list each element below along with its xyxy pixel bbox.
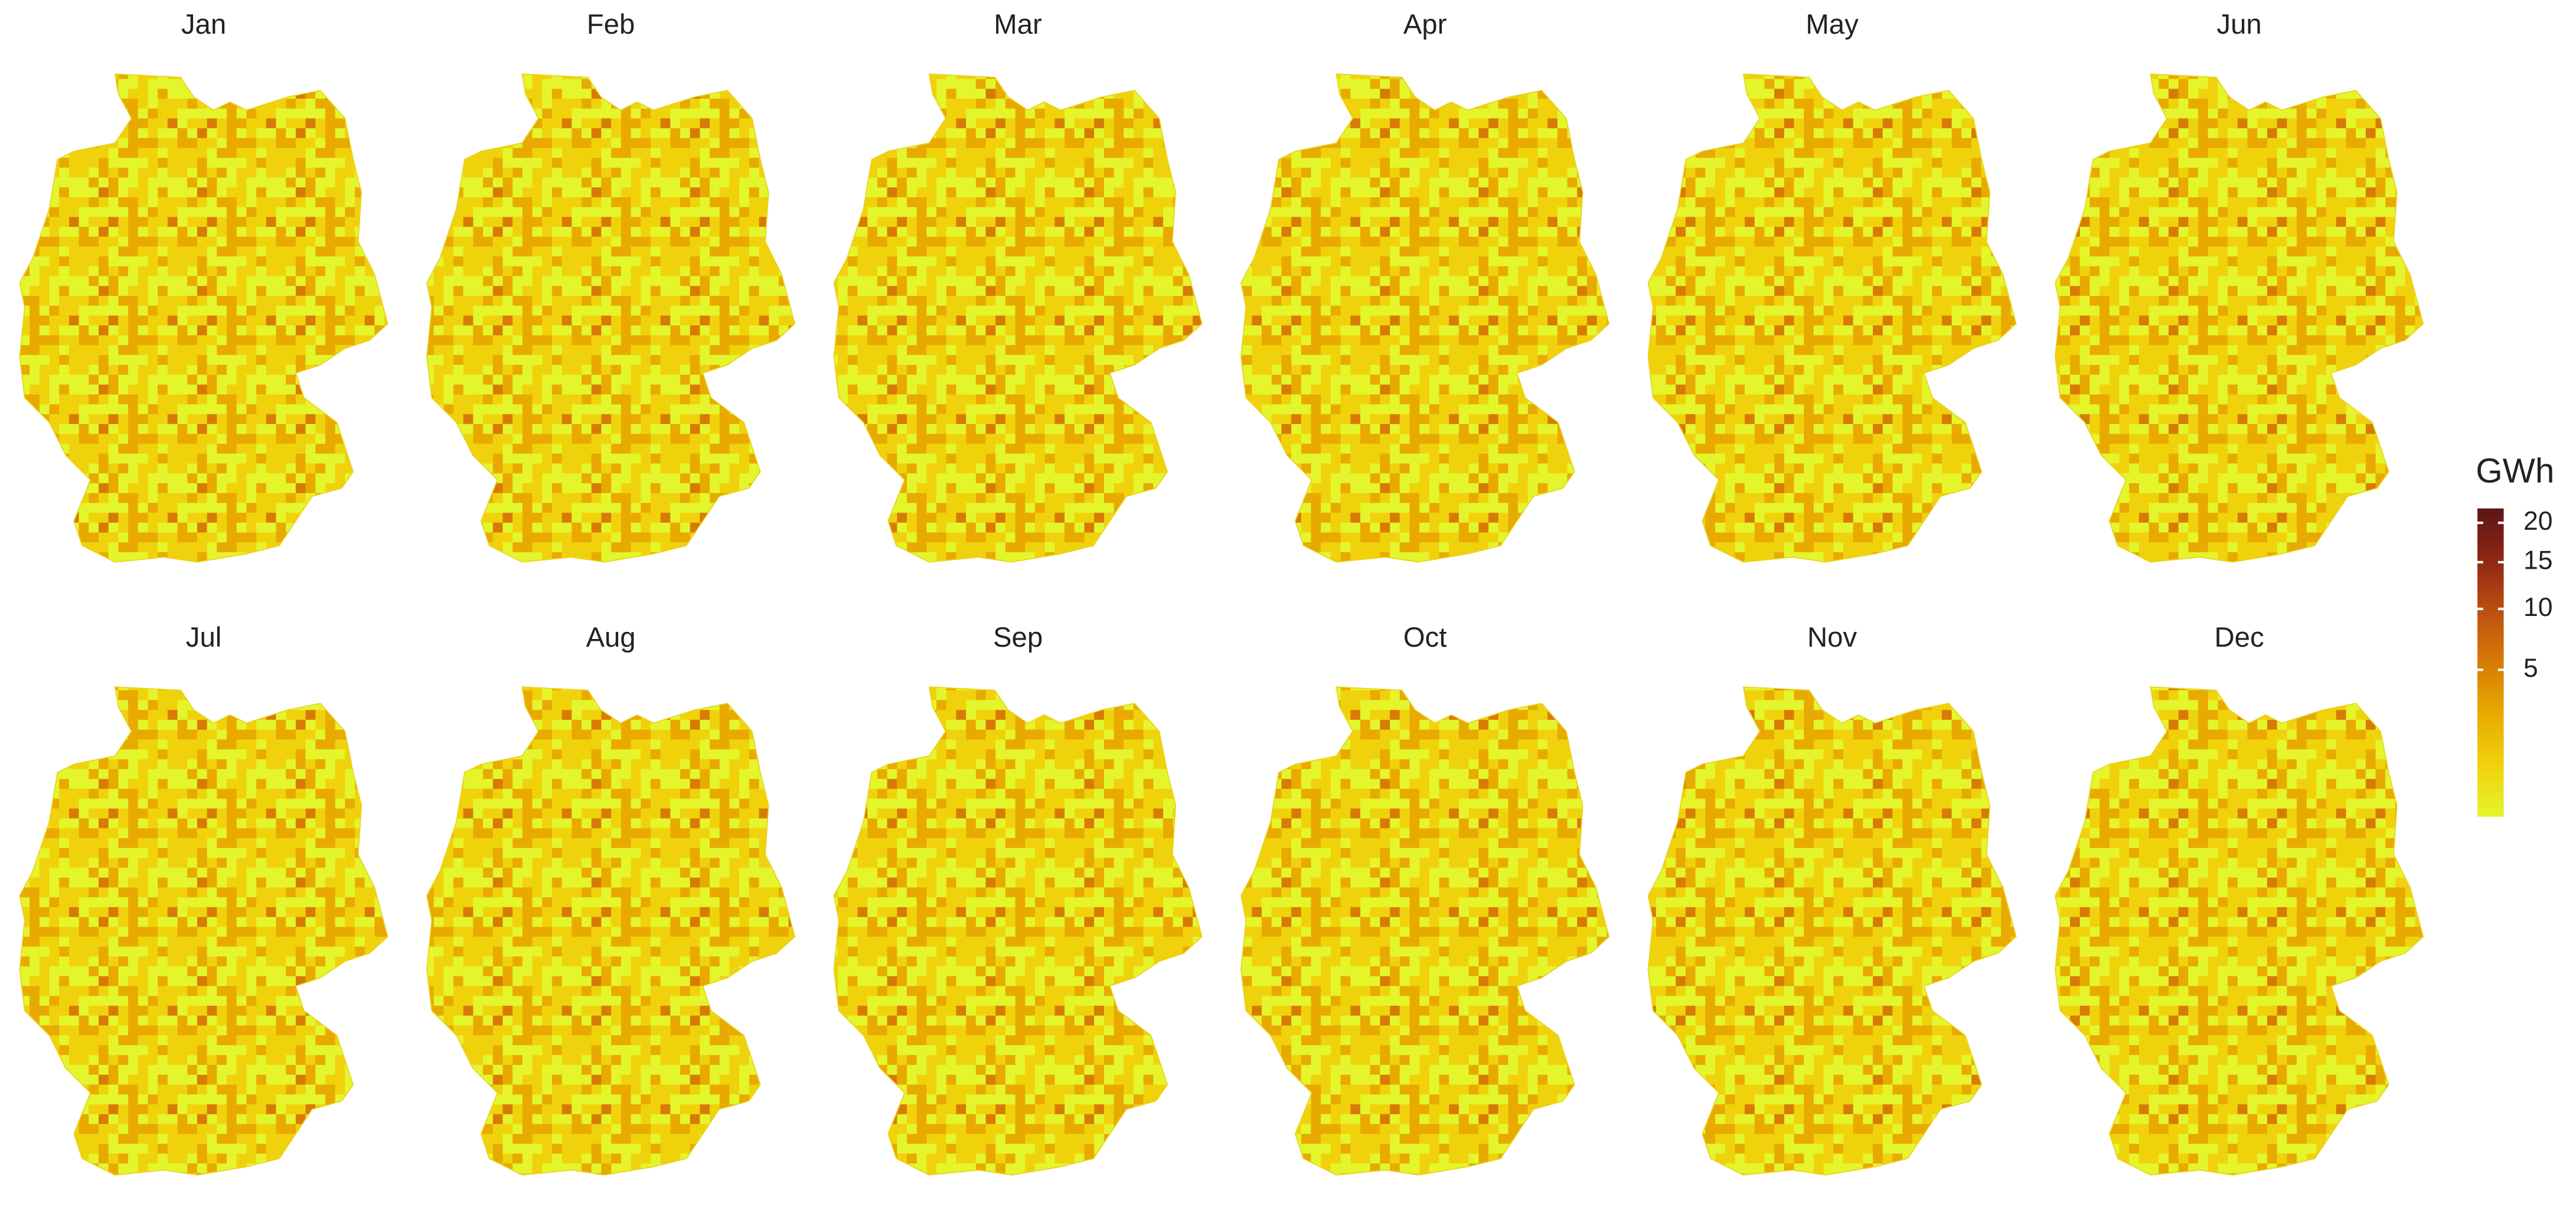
colorbar-tick-label: 5 [2523, 654, 2538, 683]
colorbar-tick-label: 20 [2523, 507, 2553, 536]
panel-title: Apr [1403, 9, 1447, 40]
map [833, 686, 1203, 1176]
panel-title: Jan [181, 9, 226, 40]
panel-title: May [1806, 9, 1859, 40]
panel-title: Jul [186, 622, 221, 653]
map [2055, 73, 2424, 563]
map [426, 686, 796, 1176]
colorbar [2477, 508, 2504, 817]
map [1240, 73, 1610, 563]
map [833, 73, 1203, 563]
map [1240, 686, 1610, 1176]
panel-title: Feb [587, 9, 635, 40]
panel-title: Mar [994, 9, 1041, 40]
panel-title: Jun [2216, 9, 2261, 40]
map [19, 686, 388, 1176]
colorbar-tick-label: 15 [2523, 546, 2553, 575]
panel-title: Aug [586, 622, 635, 653]
legend-title: GWh [2476, 452, 2554, 490]
panel-title: Oct [1403, 622, 1447, 653]
map [2055, 686, 2424, 1176]
map [1647, 686, 2017, 1176]
map [1647, 73, 2017, 563]
map [19, 73, 388, 563]
panel-title: Nov [1807, 622, 1857, 653]
colorbar-tick-label: 10 [2523, 593, 2553, 622]
map [426, 73, 796, 563]
panel-title: Dec [2215, 622, 2264, 653]
panel-title: Sep [993, 622, 1043, 653]
